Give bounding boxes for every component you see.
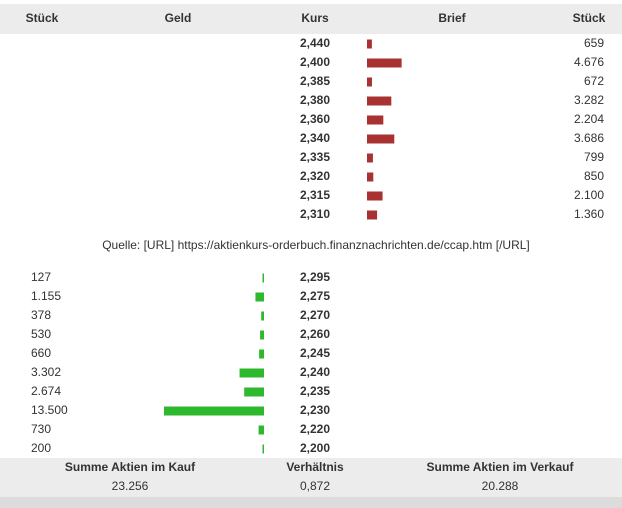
ask-price: 2,380 [300, 93, 330, 107]
ask-bar [367, 134, 395, 144]
ask-price: 2,315 [300, 188, 330, 202]
ask-bar [367, 77, 372, 87]
ask-price: 2,320 [300, 169, 330, 183]
bid-bar [260, 330, 264, 340]
ask-bar [367, 172, 374, 182]
bid-quantity: 2.674 [31, 384, 61, 398]
ask-quantity: 2.100 [574, 188, 604, 202]
bid-bar [239, 368, 264, 378]
footer-label: Verhältnis [286, 460, 344, 474]
ask-quantity: 3.686 [574, 131, 604, 145]
bid-price: 2,240 [300, 365, 330, 379]
bid-quantity: 530 [31, 327, 51, 341]
bid-bar [164, 406, 264, 416]
ask-price: 2,335 [300, 150, 330, 164]
bid-price: 2,275 [300, 289, 330, 303]
bid-price: 2,235 [300, 384, 330, 398]
bid-bar [255, 292, 264, 302]
footer-bg [0, 458, 622, 497]
ask-quantity: 3.282 [574, 93, 604, 107]
ask-bar [367, 58, 402, 68]
header-bg [0, 4, 622, 34]
ask-price: 2,360 [300, 112, 330, 126]
ask-quantity: 1.360 [574, 207, 604, 221]
bid-quantity: 378 [31, 308, 51, 322]
ask-quantity: 2.204 [574, 112, 604, 126]
bid-price: 2,260 [300, 327, 330, 341]
header-cell: Stück [573, 11, 606, 25]
ask-price: 2,310 [300, 207, 330, 221]
bid-bar [261, 311, 264, 321]
bid-quantity: 730 [31, 422, 51, 436]
bid-price: 2,200 [300, 441, 330, 455]
ask-price: 2,400 [300, 55, 330, 69]
ask-bar [367, 153, 373, 163]
header-cell: Kurs [301, 11, 329, 25]
footer-value: 23.256 [112, 479, 149, 493]
bid-price: 2,295 [300, 270, 330, 284]
bid-bar [244, 387, 264, 397]
ask-price: 2,385 [300, 74, 330, 88]
bid-bar [262, 444, 264, 454]
ask-price: 2,440 [300, 36, 330, 50]
bid-bar [262, 273, 264, 283]
ask-quantity: 659 [584, 36, 604, 50]
ask-quantity: 4.676 [574, 55, 604, 69]
footer-value: 20.288 [482, 479, 519, 493]
bid-bar [258, 425, 264, 435]
ask-bar [367, 96, 392, 106]
bid-quantity: 127 [31, 270, 51, 284]
bid-quantity: 13.500 [31, 403, 68, 417]
ask-quantity: 850 [584, 169, 604, 183]
bid-quantity: 1.155 [31, 289, 61, 303]
ask-bar [367, 191, 383, 201]
ask-bar [367, 39, 372, 49]
footer-value: 0,872 [300, 479, 330, 493]
ask-bar [367, 210, 378, 220]
header-cell: Geld [165, 11, 192, 25]
bid-price: 2,270 [300, 308, 330, 322]
footer-label: Summe Aktien im Kauf [65, 460, 196, 474]
bid-bar [259, 349, 264, 359]
bottom-bar [0, 497, 622, 508]
header-cell: Stück [26, 11, 59, 25]
bid-quantity: 660 [31, 346, 51, 360]
source: Quelle: [URL] https://aktienkurs-orderbu… [102, 238, 530, 252]
ask-price: 2,340 [300, 131, 330, 145]
bid-price: 2,245 [300, 346, 330, 360]
bid-quantity: 200 [31, 441, 51, 455]
header-cell: Brief [438, 11, 466, 25]
ask-quantity: 672 [584, 74, 604, 88]
bid-quantity: 3.302 [31, 365, 61, 379]
bid-price: 2,220 [300, 422, 330, 436]
ask-bar [367, 115, 384, 125]
footer-label: Summe Aktien im Verkauf [427, 460, 575, 474]
ask-quantity: 799 [584, 150, 604, 164]
bid-price: 2,230 [300, 403, 330, 417]
